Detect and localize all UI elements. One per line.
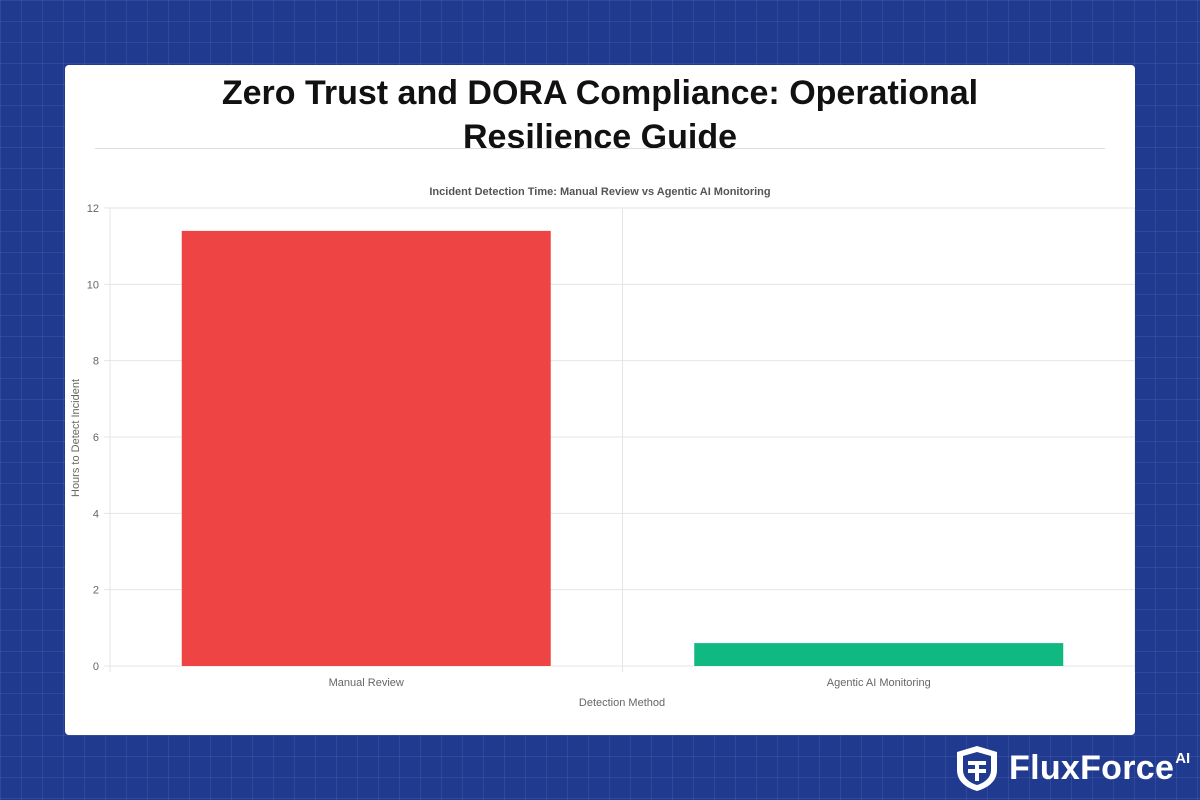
bar-agentic-ai-monitoring[interactable]: [694, 643, 1064, 666]
y-tick-label: 6: [93, 432, 99, 444]
bars-group: [181, 230, 1064, 666]
y-axis-label: Hours to Detect Incident: [70, 379, 82, 497]
x-tick-label: Agentic AI Monitoring: [827, 677, 931, 689]
brand-logo: FluxForce AI: [953, 744, 1190, 792]
x-tick-labels: Manual Review Agentic AI Monitoring: [329, 677, 931, 689]
y-tick-label: 10: [87, 279, 99, 291]
shield-logo-icon: [957, 746, 997, 791]
page-title: Zero Trust and DORA Compliance: Operatio…: [65, 71, 1135, 159]
bar-manual-review[interactable]: [181, 230, 551, 666]
page-title-line-2: Resilience Guide: [463, 118, 737, 156]
y-tick-label: 0: [93, 661, 99, 673]
x-axis-label: Detection Method: [579, 697, 665, 709]
brand-name: FluxForce: [1009, 748, 1175, 787]
bar-chart: Incident Detection Time: Manual Review v…: [70, 186, 1135, 709]
content-card: Zero Trust and DORA Compliance: Operatio…: [65, 65, 1135, 735]
y-tick-label: 12: [87, 203, 99, 215]
y-tick-label: 4: [93, 508, 99, 520]
y-tick-labels: 0 2 4 6 8 10 12: [87, 203, 99, 673]
x-tick-label: Manual Review: [329, 677, 404, 689]
title-divider: [95, 148, 1105, 149]
y-tick-label: 2: [93, 585, 99, 597]
page-title-line-1: Zero Trust and DORA Compliance: Operatio…: [221, 74, 979, 112]
chart-title: Incident Detection Time: Manual Review v…: [429, 186, 770, 198]
y-tick-label: 8: [93, 356, 99, 368]
brand-superscript: AI: [1175, 750, 1191, 767]
